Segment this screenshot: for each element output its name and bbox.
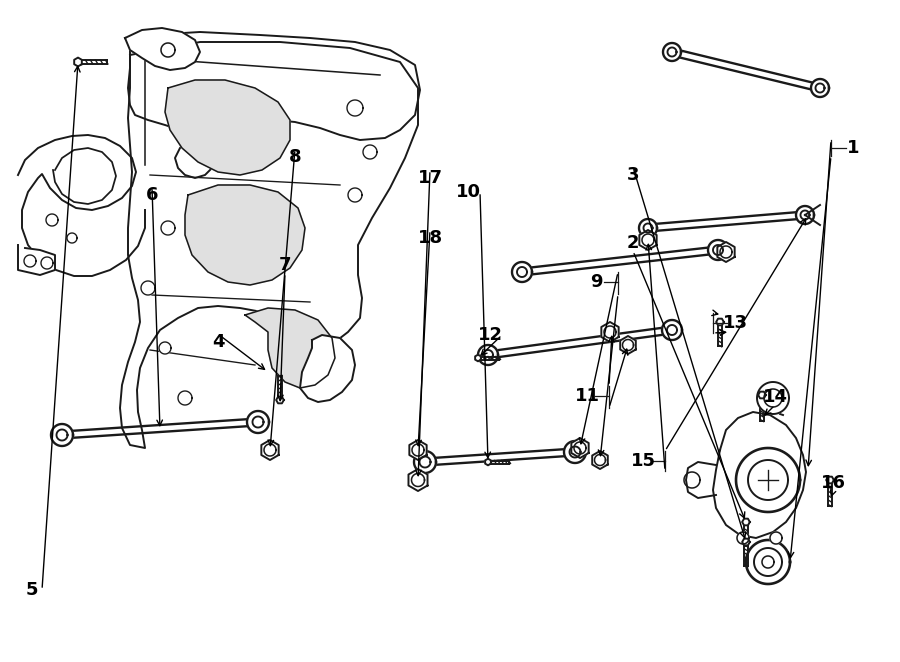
Text: 10: 10	[455, 183, 481, 201]
Polygon shape	[276, 397, 284, 403]
Polygon shape	[564, 441, 586, 463]
Polygon shape	[647, 219, 657, 237]
Polygon shape	[128, 32, 420, 178]
Polygon shape	[18, 135, 145, 276]
Text: 12: 12	[478, 326, 502, 344]
Polygon shape	[51, 424, 73, 446]
Polygon shape	[46, 214, 58, 226]
Text: 11: 11	[574, 387, 599, 405]
Polygon shape	[410, 440, 427, 460]
Polygon shape	[141, 281, 155, 295]
Polygon shape	[159, 342, 171, 354]
Polygon shape	[475, 355, 481, 361]
Polygon shape	[737, 532, 749, 544]
Text: 14: 14	[762, 388, 788, 406]
Text: 7: 7	[279, 256, 292, 274]
Polygon shape	[247, 411, 269, 433]
Polygon shape	[716, 318, 724, 325]
Polygon shape	[713, 412, 806, 538]
Polygon shape	[708, 240, 728, 260]
Polygon shape	[161, 43, 175, 57]
Polygon shape	[811, 79, 829, 97]
Polygon shape	[742, 539, 750, 545]
Text: 8: 8	[289, 148, 302, 166]
Polygon shape	[758, 392, 766, 399]
Polygon shape	[521, 262, 532, 282]
Polygon shape	[347, 100, 363, 116]
Polygon shape	[572, 438, 589, 458]
Polygon shape	[770, 532, 782, 544]
Polygon shape	[796, 206, 814, 224]
Polygon shape	[662, 320, 682, 340]
Polygon shape	[53, 148, 116, 204]
Text: 18: 18	[418, 229, 443, 247]
Polygon shape	[300, 335, 355, 402]
Polygon shape	[592, 451, 608, 469]
Polygon shape	[125, 28, 200, 70]
Text: 1: 1	[847, 139, 860, 157]
Text: 5: 5	[26, 581, 38, 599]
Polygon shape	[757, 382, 789, 414]
Polygon shape	[601, 322, 618, 342]
Polygon shape	[512, 262, 532, 282]
Polygon shape	[161, 221, 175, 235]
Polygon shape	[61, 424, 73, 446]
Text: 2: 2	[626, 234, 639, 252]
Polygon shape	[41, 257, 53, 269]
Polygon shape	[261, 440, 279, 460]
Polygon shape	[67, 233, 77, 243]
Polygon shape	[185, 185, 305, 285]
Text: 9: 9	[590, 273, 602, 291]
Polygon shape	[363, 145, 377, 159]
Polygon shape	[424, 451, 436, 473]
Polygon shape	[178, 391, 192, 405]
Text: 17: 17	[418, 169, 443, 187]
Polygon shape	[717, 242, 734, 262]
Polygon shape	[120, 42, 418, 448]
Polygon shape	[746, 540, 790, 584]
Polygon shape	[414, 451, 436, 473]
Polygon shape	[639, 219, 657, 237]
Polygon shape	[18, 245, 55, 275]
Polygon shape	[348, 188, 362, 202]
Polygon shape	[826, 477, 833, 483]
Polygon shape	[74, 58, 82, 66]
Polygon shape	[478, 345, 498, 365]
Text: 6: 6	[146, 186, 158, 204]
Polygon shape	[639, 230, 657, 250]
Polygon shape	[686, 462, 716, 498]
Text: 15: 15	[631, 452, 655, 470]
Text: 4: 4	[212, 333, 224, 351]
Polygon shape	[487, 345, 498, 365]
Text: 16: 16	[821, 474, 845, 492]
Polygon shape	[24, 255, 36, 267]
Polygon shape	[620, 336, 635, 354]
Polygon shape	[165, 80, 290, 175]
Polygon shape	[736, 448, 800, 512]
Text: 3: 3	[626, 166, 639, 184]
Text: 13: 13	[723, 314, 748, 332]
Polygon shape	[409, 469, 428, 491]
Polygon shape	[742, 518, 750, 526]
Polygon shape	[663, 43, 681, 61]
Polygon shape	[485, 459, 490, 465]
Polygon shape	[245, 308, 335, 388]
Polygon shape	[670, 43, 681, 61]
